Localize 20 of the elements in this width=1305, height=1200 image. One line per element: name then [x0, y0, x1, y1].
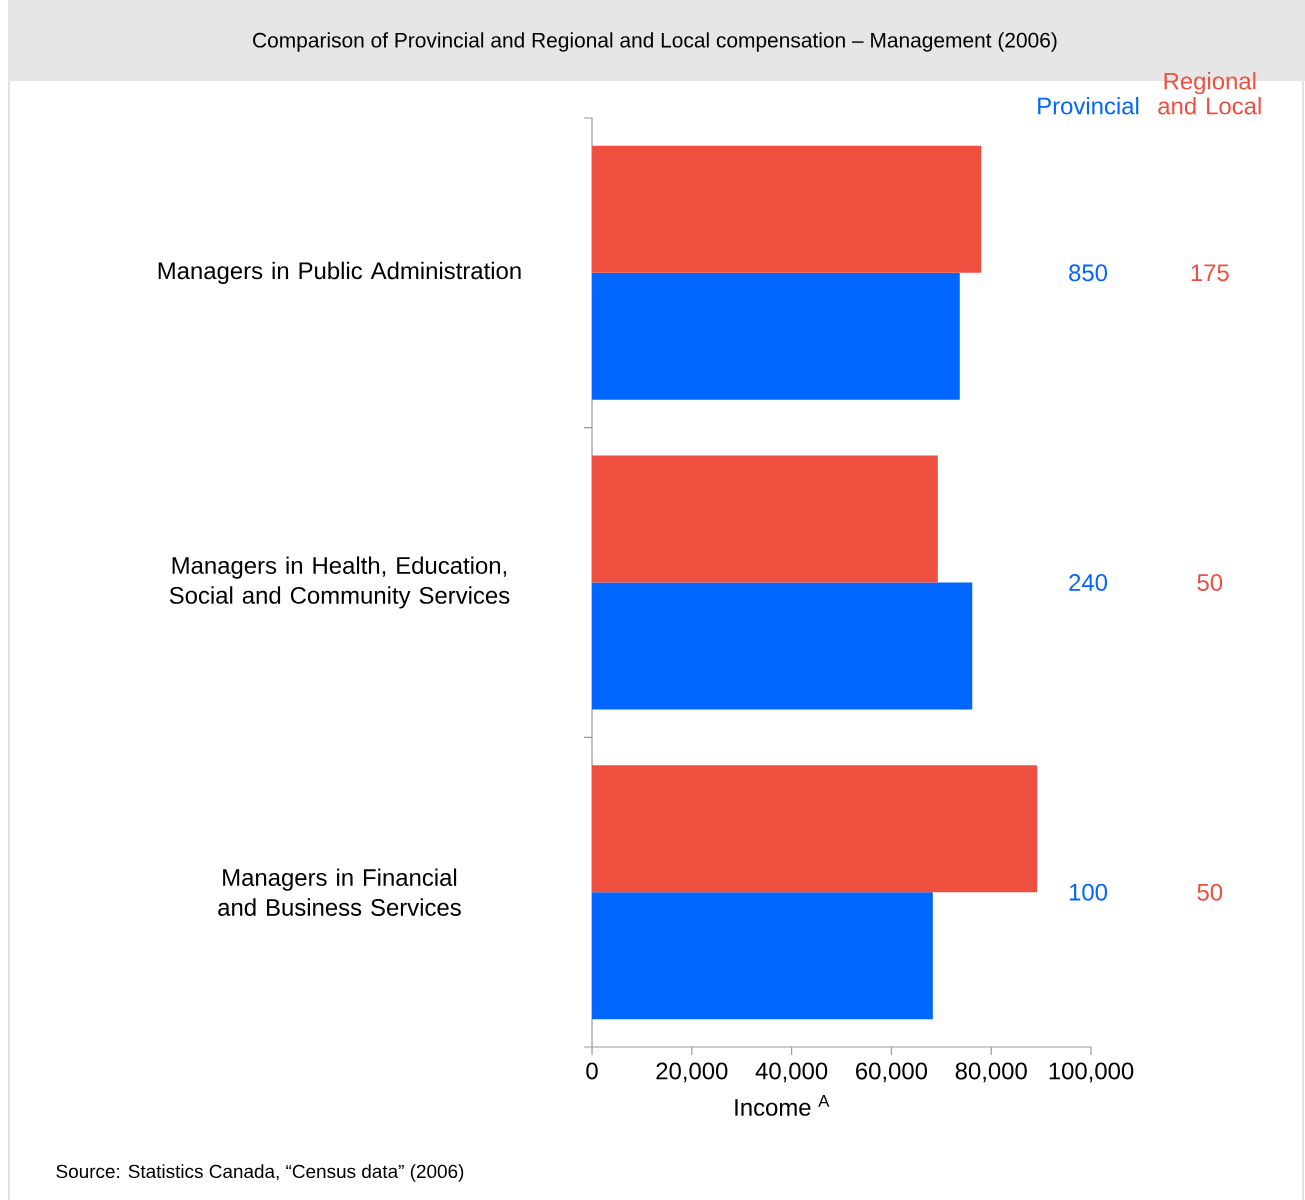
- annotation: 240: [1069, 574, 1108, 591]
- x-tick-label: 60,000: [856, 1062, 928, 1083]
- text: 50: [1197, 883, 1223, 901]
- x-axis-title: Income $^{A}$: [735, 1095, 830, 1116]
- source-note: Source: Statistics Canada, “Census data” (2006): [56, 1164, 464, 1182]
- y-tick-label: Managers in Public Administration: [158, 261, 521, 284]
- chart-title: Comparison of Provincial and Regional and Local compensation – Management (2006): [253, 32, 1057, 52]
- annotation: 850: [1069, 264, 1108, 282]
- x-tick-label: 0: [586, 1062, 598, 1080]
- text: 175: [1191, 264, 1229, 282]
- text: 50: [1197, 574, 1223, 591]
- x-tick-label: 40,000: [755, 1062, 828, 1083]
- x-tick-label: 100,000: [1049, 1062, 1134, 1083]
- y-tick-label: Managers in Financial and Business Services: [218, 868, 461, 916]
- text: Regional and Local: [1158, 72, 1261, 115]
- text: Provincial: [1038, 96, 1139, 115]
- annotation: 100: [1069, 883, 1108, 901]
- x-tick-label: 20,000: [656, 1062, 728, 1083]
- x-tick-label: 80,000: [955, 1062, 1027, 1083]
- y-tick-label: Managers in Health, Education, Social and Community Services: [169, 556, 510, 609]
